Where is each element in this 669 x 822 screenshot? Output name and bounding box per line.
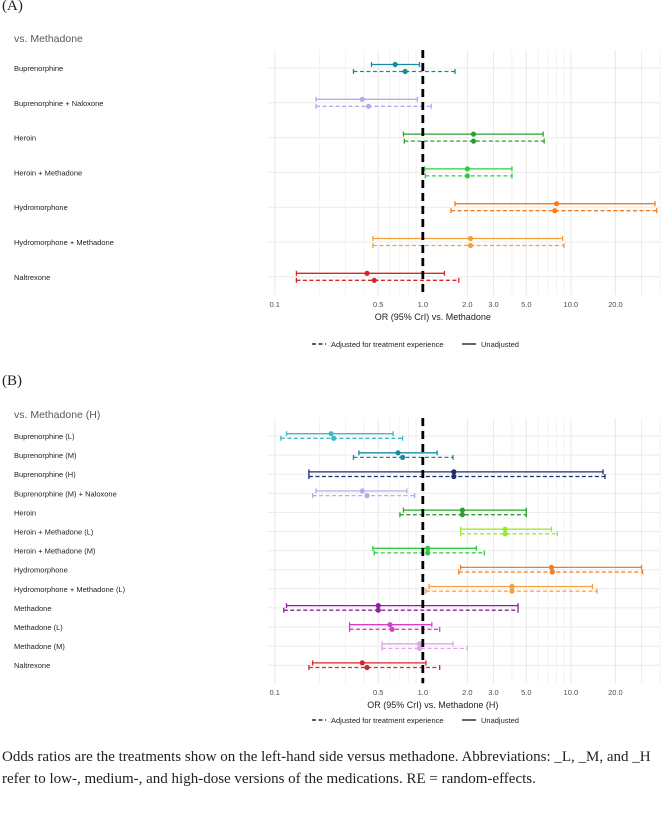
unadjusted-point (467, 235, 474, 242)
x-tick-label: 0.1 (270, 688, 280, 697)
row-label: Methadone (L) (14, 623, 63, 632)
legend-solid-label: Unadjusted (481, 716, 519, 725)
row-label: Heroin + Methadone (14, 168, 82, 177)
row-label: Hydromorphone + Methadone (14, 238, 114, 247)
adjusted-point (467, 242, 474, 249)
adjusted-point (364, 664, 370, 671)
row-label: Methadone (M) (14, 642, 65, 651)
unadjusted-point (359, 660, 365, 666)
caption-text: Odds ratios are the treatments show on t… (2, 749, 651, 787)
x-axis-title: OR (95% CrI) vs. Methadone (H) (367, 700, 498, 710)
x-tick-label: 0.5 (373, 688, 383, 697)
row-label: Methadone (14, 604, 52, 613)
row-label: Buprenorphine (L) (14, 432, 75, 441)
row-label: Heroin + Methadone (L) (14, 528, 94, 537)
unadjusted-point (509, 583, 515, 590)
adjusted-point (402, 68, 408, 75)
x-tick-label: 3.0 (488, 688, 498, 697)
x-tick-label: 5.0 (521, 688, 531, 697)
unadjusted-point (464, 166, 470, 172)
x-tick-label: 1.0 (418, 300, 428, 309)
adjusted-point (464, 173, 470, 179)
unadjusted-point (416, 641, 423, 647)
row-label: Hydromorphone (14, 566, 68, 575)
adjusted-point (416, 645, 423, 651)
x-tick-label: 1.0 (418, 688, 428, 697)
row-label: Buprenorphine + Naloxone (14, 99, 103, 108)
legend-solid-label: Unadjusted (481, 340, 519, 349)
x-tick-label: 5.0 (521, 300, 531, 309)
unadjusted-point (387, 622, 393, 628)
adjusted-point (552, 208, 558, 214)
row-label: Heroin + Methadone (M) (14, 547, 96, 556)
unadjusted-point (470, 131, 477, 137)
row-label: Naltrexone (14, 661, 50, 670)
legend-dashed-label: Adjusted for treatment experience (331, 340, 444, 349)
unadjusted-point (375, 603, 381, 609)
adjusted-point (425, 550, 431, 556)
forest-plot-a: vs. Methadone Buprenorphine Buprenorphine … (14, 33, 661, 349)
adjusted-point (389, 626, 395, 632)
x-tick-label: 0.5 (373, 300, 383, 309)
unadjusted-point (502, 526, 508, 532)
x-axis-title: OR (95% CrI) vs. Methadone (375, 312, 491, 322)
adjusted-point (451, 473, 457, 480)
row-label: Naltrexone (14, 273, 50, 282)
unadjusted-point (553, 201, 560, 207)
row-label: Buprenorphine (H) (14, 470, 76, 479)
unadjusted-point (548, 564, 555, 570)
unadjusted-point (328, 431, 334, 437)
x-tick-label: 10.0 (564, 300, 579, 309)
unadjusted-point (425, 545, 431, 551)
adjusted-point (365, 103, 372, 109)
panel-b-label: (B) (2, 373, 22, 389)
row-label: Hydromorphone + Methadone (L) (14, 585, 126, 594)
adjusted-point (331, 435, 337, 441)
unadjusted-point (451, 469, 457, 475)
x-tick-label: 10.0 (564, 688, 579, 697)
unadjusted-point (395, 450, 401, 456)
row-label: Hydromorphone (14, 203, 68, 212)
unadjusted-point (459, 507, 465, 513)
forest-plot-b: vs. Methadone (H) Buprenorphine (L) Bupren… (14, 409, 661, 725)
adjusted-point (364, 493, 370, 499)
legend-dashed-label: Adjusted for treatment experience (331, 716, 444, 725)
row-label: Heroin (14, 508, 36, 517)
panel-a-label: (A) (2, 0, 23, 14)
row-label: Buprenorphine (M) (14, 451, 77, 460)
adjusted-point (470, 138, 477, 144)
x-tick-label: 0.1 (270, 300, 280, 309)
row-label: Buprenorphine (M) + Naloxone (14, 489, 117, 498)
x-tick-label: 2.0 (462, 300, 472, 309)
x-tick-label: 2.0 (462, 688, 472, 697)
adjusted-point (509, 588, 515, 594)
x-tick-label: 20.0 (608, 300, 623, 309)
chart-title: vs. Methadone (H) (14, 409, 100, 421)
adjusted-point (399, 454, 406, 460)
x-tick-label: 20.0 (608, 688, 623, 697)
unadjusted-point (364, 270, 370, 276)
adjusted-point (459, 512, 465, 518)
row-label: Buprenorphine (14, 64, 63, 73)
unadjusted-point (359, 488, 365, 494)
figure-caption: Odds ratios are the treatments show on t… (2, 746, 664, 790)
row-label: Heroin (14, 134, 36, 143)
chart-title: vs. Methadone (14, 33, 83, 45)
adjusted-point (502, 531, 508, 537)
x-tick-label: 3.0 (488, 300, 498, 309)
adjusted-point (549, 569, 555, 575)
adjusted-point (375, 607, 381, 613)
unadjusted-point (392, 61, 398, 68)
adjusted-point (371, 277, 377, 283)
unadjusted-point (359, 96, 365, 102)
